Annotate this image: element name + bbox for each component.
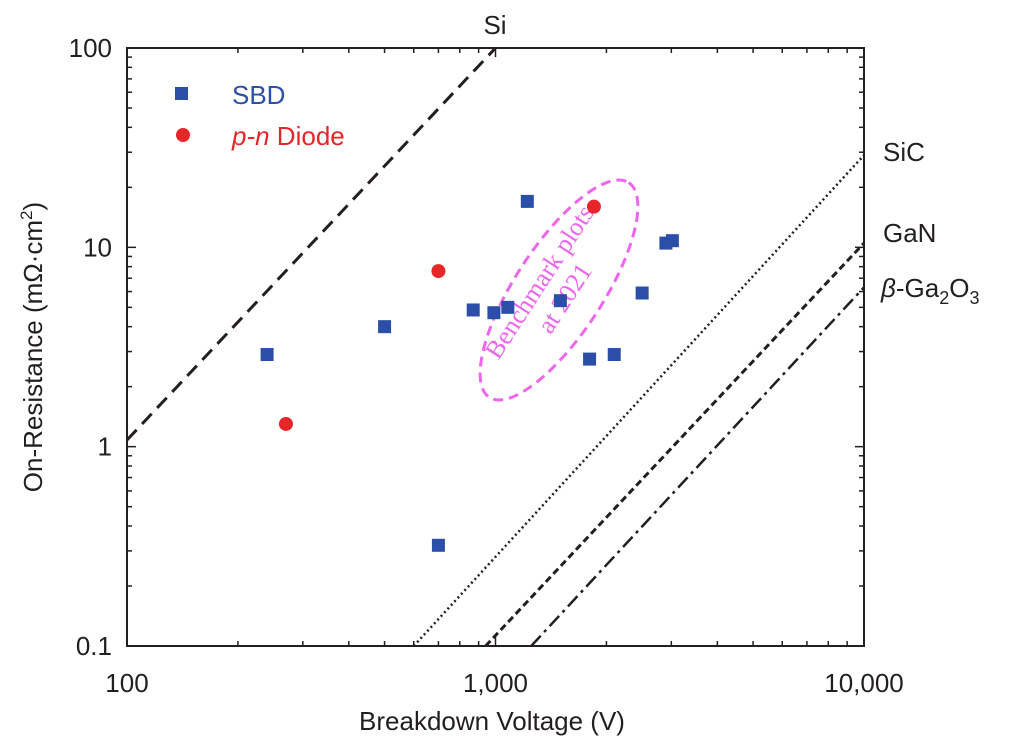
sbd-point [635,286,649,300]
sbd-point [583,352,597,366]
si-line-label: Si [483,10,506,40]
sic-line-label: SiC [883,137,925,167]
legend-sbd-marker [175,87,188,100]
legend-sbd-label: SBD [232,80,285,110]
limit-line-si [127,48,497,442]
sbd-point [553,294,567,308]
limit-line-sic [412,154,864,646]
legend-pn-label: p-n Diode [231,121,345,151]
pn-diode-point [586,199,601,214]
sbd-point [431,538,445,552]
x-tick-label: 1,000 [463,668,528,698]
x-tick-label: 10,000 [824,668,904,698]
limit-lines [127,48,864,646]
x-axis-title: Breakdown Voltage (V) [359,706,625,736]
x-axis-ticks: 100 1,000 10,000 [105,48,904,698]
annotation-ellipse [478,178,640,402]
y-tick-label: 10 [83,232,112,262]
benchmark-annotation: Benchmark plots at 2021 [478,178,640,402]
y-tick-label: 1 [98,432,112,462]
ga2o3-sub2: 3 [969,288,979,308]
sbd-point [520,194,534,208]
sbd-point [607,347,621,361]
legend-pn-italic: p-n [231,121,270,151]
y-tick-label: 100 [69,33,112,63]
legend-pn-marker [176,128,190,142]
sbd-point [665,234,679,248]
y-axis-title-close: ) [18,202,48,211]
sbd-point [501,300,515,314]
y-tick-label: 0.1 [76,631,112,661]
limit-line-gan [484,242,864,646]
y-axis-title-main: On-Resistance (mΩ·cm [18,220,48,492]
ga2o3-line-label: β-Ga2O3 [880,273,979,308]
sbd-point [260,347,274,361]
legend-pn-rest: Diode [270,121,345,151]
x-tick-label: 100 [105,668,148,698]
sbd-point [487,306,501,320]
legend: SBD p-n Diode [175,80,345,151]
sbd-point [466,303,480,317]
pn-diode-point [431,264,446,279]
pn-diode-point [278,416,293,431]
ga2o3-o: O [949,273,969,303]
ga2o3-beta: β [880,273,896,303]
limit-line--ga-o- [530,286,864,646]
ga2o3-ga: -Ga [896,273,940,303]
y-axis-title: On-Resistance (mΩ·cm2) [17,202,48,492]
sbd-point [378,320,392,334]
y-axis-title-sup: 2 [17,210,36,219]
gan-line-label: GaN [883,218,936,248]
ga2o3-sub1: 2 [939,288,949,308]
data-points [260,194,679,552]
y-axis-ticks: 0.1 1 10 100 [69,33,864,661]
